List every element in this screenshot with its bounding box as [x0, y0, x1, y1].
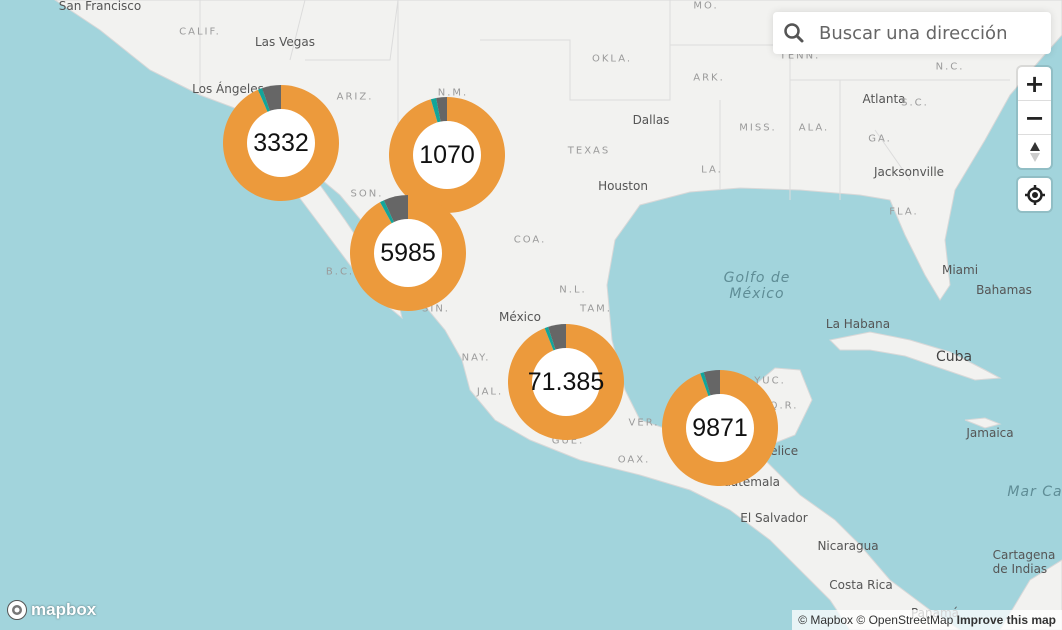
mapbox-attribution-link[interactable]: © Mapbox	[798, 613, 854, 627]
map-label: SON.	[350, 188, 384, 200]
cluster-count: 3332	[253, 128, 309, 157]
map-label: Costa Rica	[829, 578, 893, 592]
map-label: N.C.	[935, 61, 965, 73]
cluster-marker[interactable]: 3332	[223, 85, 339, 201]
cluster-marker[interactable]: 9871	[662, 370, 778, 486]
geolocate-icon	[1024, 184, 1045, 205]
attribution: © Mapbox © OpenStreetMap Improve this ma…	[792, 610, 1062, 630]
map-label: OAX.	[617, 454, 651, 466]
mapbox-logo-icon	[7, 600, 27, 620]
cluster-count: 1070	[419, 140, 475, 169]
search-icon	[784, 23, 804, 43]
cluster-count: 5985	[380, 238, 436, 267]
map-label: Los Ángeles	[192, 82, 264, 96]
geolocate-control	[1018, 178, 1051, 211]
map-label: ALA.	[798, 122, 830, 134]
map-label: MO.	[693, 0, 719, 12]
map-label: NAY.	[461, 352, 491, 364]
compass-button[interactable]	[1018, 135, 1051, 168]
zoom-out-button[interactable]: −	[1018, 101, 1051, 135]
map-label: Las Vegas	[255, 35, 315, 49]
donut-hole	[413, 121, 481, 189]
cluster-donut	[662, 370, 778, 486]
map-label: VER.	[628, 417, 660, 429]
map-label: YUC.	[754, 375, 786, 387]
map-label: México	[499, 310, 541, 324]
map-label: ARIZ.	[336, 91, 374, 103]
mapbox-logo-text: mapbox	[31, 600, 97, 619]
map-label: GUE.	[551, 435, 585, 447]
map-label: Jacksonville	[873, 165, 945, 179]
map-label: LA.	[701, 164, 723, 176]
map-label: Cartagena de Indias	[992, 548, 1056, 576]
map-label: COA.	[513, 234, 547, 246]
donut-hole	[686, 394, 754, 462]
map-label: Golfo de México	[723, 270, 791, 302]
map-label: Bahamas	[976, 283, 1032, 297]
donut-hole	[247, 109, 315, 177]
map-label: ARK.	[693, 72, 725, 84]
search-input[interactable]	[817, 21, 1041, 45]
cluster-count: 9871	[692, 413, 748, 442]
map-label: FLA.	[889, 206, 919, 218]
map-label: TEXAS	[567, 145, 611, 157]
cluster-donut	[350, 195, 466, 311]
zoom-in-button[interactable]: +	[1018, 67, 1051, 101]
cluster-count: 71.385	[527, 367, 605, 396]
map-label: GA.	[868, 133, 892, 145]
jamaica-land	[964, 417, 1002, 429]
map-label: N.M.	[437, 87, 469, 99]
search-box[interactable]	[773, 12, 1051, 54]
mapbox-logo[interactable]: mapbox	[6, 599, 96, 621]
map-label: MISS.	[739, 122, 777, 134]
map-label: Houston	[598, 179, 648, 193]
map-label: B.C.	[325, 266, 355, 278]
cluster-donut	[223, 85, 339, 201]
map-label: La Habana	[825, 317, 891, 331]
map-label: OKLA.	[591, 53, 633, 65]
cluster-marker[interactable]: 1070	[389, 97, 505, 213]
map-label: Nicaragua	[817, 539, 879, 553]
map-label: SIN.	[422, 303, 450, 315]
map-label: Mar Ca	[1007, 484, 1062, 500]
map-label: TAM.	[580, 303, 612, 315]
map-label: JAL.	[476, 386, 504, 398]
map-label: Miami	[941, 263, 979, 277]
donut-hole	[374, 219, 442, 287]
map-label: TENN.	[779, 50, 821, 62]
donut-hole	[532, 348, 600, 416]
plus-icon: +	[1024, 69, 1045, 98]
improve-map-link[interactable]: Improve this map	[956, 613, 1056, 627]
map-label: S.C.	[901, 97, 929, 109]
cluster-donut	[508, 324, 624, 440]
cluster-marker[interactable]: 71.385	[508, 324, 624, 440]
navigation-control: + −	[1018, 67, 1051, 168]
map-label: El Salvador	[740, 511, 808, 525]
minus-icon: −	[1024, 103, 1045, 132]
map-label: Atlanta	[862, 92, 906, 106]
map-label: San Francisco	[58, 0, 142, 13]
map-label: Q.R.	[769, 400, 799, 412]
cluster-marker[interactable]: 5985	[350, 195, 466, 311]
compass-icon	[1029, 141, 1040, 162]
cluster-donut	[389, 97, 505, 213]
map-label: N.L.	[559, 284, 587, 296]
osm-attribution-link[interactable]: © OpenStreetMap	[856, 613, 954, 627]
map-label: Dallas	[632, 113, 670, 127]
map-label: CALIF.	[179, 26, 221, 38]
map-label: Cuba	[935, 349, 973, 365]
geolocate-button[interactable]	[1018, 178, 1051, 211]
map-label: Jamaica	[966, 426, 1014, 440]
cuba-land	[828, 331, 1002, 381]
